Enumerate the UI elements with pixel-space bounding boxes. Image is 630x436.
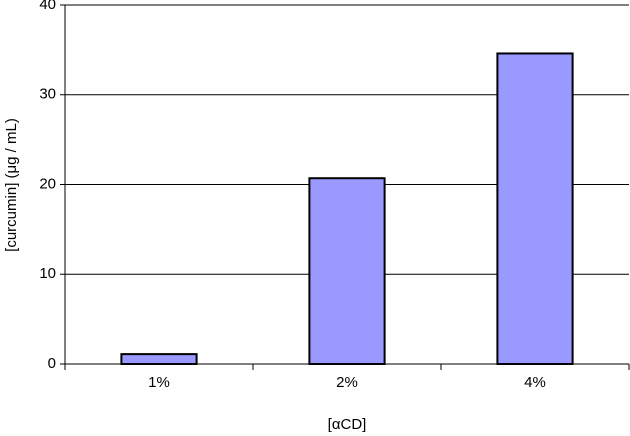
x-tick-label: 1%: [148, 374, 170, 391]
x-tick-label: 2%: [336, 374, 358, 391]
y-tick-label: 30: [39, 86, 56, 103]
y-tick-label: 0: [48, 355, 56, 372]
bar: [308, 177, 386, 365]
y-tick-label: 20: [39, 175, 56, 192]
x-axis-title: [αCD]: [328, 416, 367, 433]
x-tick-label: 4%: [524, 374, 546, 391]
y-tick-label: 40: [39, 0, 56, 13]
y-tick-label: 10: [39, 265, 56, 282]
bar: [496, 52, 574, 366]
bar: [120, 353, 198, 366]
y-axis-title: [curcumin] (μg / mL): [3, 118, 20, 252]
